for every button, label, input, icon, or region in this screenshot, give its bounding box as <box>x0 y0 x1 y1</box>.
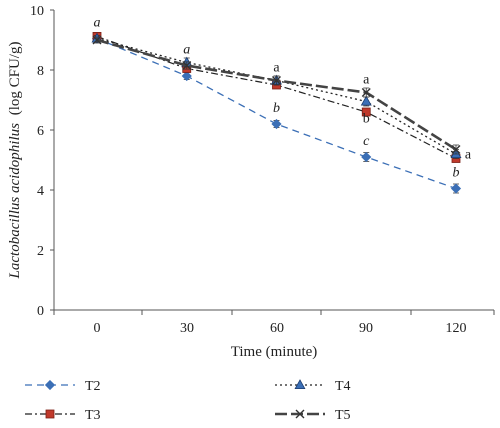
series-t5-point <box>182 61 192 70</box>
significance-letter: c <box>363 134 370 149</box>
legend-swatch-marker <box>45 409 55 419</box>
series-t2-point <box>361 151 372 163</box>
series-t5-point <box>451 145 461 154</box>
series-t2-line <box>96 37 457 190</box>
legend-item-t4: T4 <box>275 379 351 394</box>
legend-swatch-marker <box>44 379 56 391</box>
series-t2-point <box>450 183 462 194</box>
legend-label: T3 <box>85 408 101 423</box>
significance-letter: b <box>273 101 280 116</box>
series-t5-point <box>272 76 281 85</box>
legend-item-t2: T2 <box>25 379 101 394</box>
legend-label: T5 <box>335 408 351 423</box>
axes <box>53 10 494 311</box>
legend-label: T2 <box>85 379 101 394</box>
x-tick-label: 90 <box>359 321 373 336</box>
series-t4-point <box>360 95 372 106</box>
legend-swatch-marker <box>295 409 305 419</box>
significance-letter: a <box>183 43 190 58</box>
legend-item-t3: T3 <box>25 408 101 423</box>
significance-letter: a <box>94 16 101 31</box>
y-tick-label: 10 <box>30 4 44 19</box>
legend: T2 T4 T3 T5 <box>25 379 351 423</box>
x-tick-label: 0 <box>94 321 101 336</box>
legend-swatch-marker <box>294 379 306 390</box>
y-axis-title-unit: (log CFU/g) <box>7 42 23 116</box>
x-tick-label: 30 <box>180 321 194 336</box>
y-tick-label: 8 <box>37 64 44 79</box>
series-t5-line <box>96 38 457 151</box>
y-tick-label: 6 <box>37 124 44 139</box>
x-tick-label: 120 <box>446 321 467 336</box>
y-ticks: 0 2 4 6 8 10 <box>30 4 54 319</box>
series-t3 <box>92 32 461 163</box>
series-t4-line <box>96 37 457 155</box>
y-tick-label: 4 <box>37 184 44 199</box>
x-tick-label: 60 <box>270 321 284 336</box>
series-t5 <box>92 35 461 155</box>
series-t5-point <box>361 88 371 97</box>
significance-letter: a <box>465 148 472 163</box>
y-axis-title-italic: Lactobacillus acidophilus <box>7 123 23 280</box>
significance-letter: a <box>273 61 280 76</box>
y-tick-label: 2 <box>37 244 44 259</box>
series-layer <box>91 32 462 194</box>
legend-label: T4 <box>335 379 351 394</box>
series-t4 <box>91 32 462 159</box>
significance-letter: a <box>363 73 370 88</box>
series-t2-point <box>271 118 282 130</box>
legend-item-t5: T5 <box>275 408 351 423</box>
significance-letter: b <box>453 166 460 181</box>
series-t3-point <box>361 107 371 117</box>
significance-letter: b <box>363 112 370 127</box>
y-tick-label: 0 <box>37 304 44 319</box>
series-t5-point <box>92 35 102 45</box>
x-axis-title: Time (minute) <box>231 344 318 360</box>
x-ticks: 0 30 60 90 120 <box>53 310 495 336</box>
y-axis-title: Lactobacillus acidophilus (log CFU/g) <box>7 42 23 280</box>
series-t2-point <box>181 70 192 82</box>
